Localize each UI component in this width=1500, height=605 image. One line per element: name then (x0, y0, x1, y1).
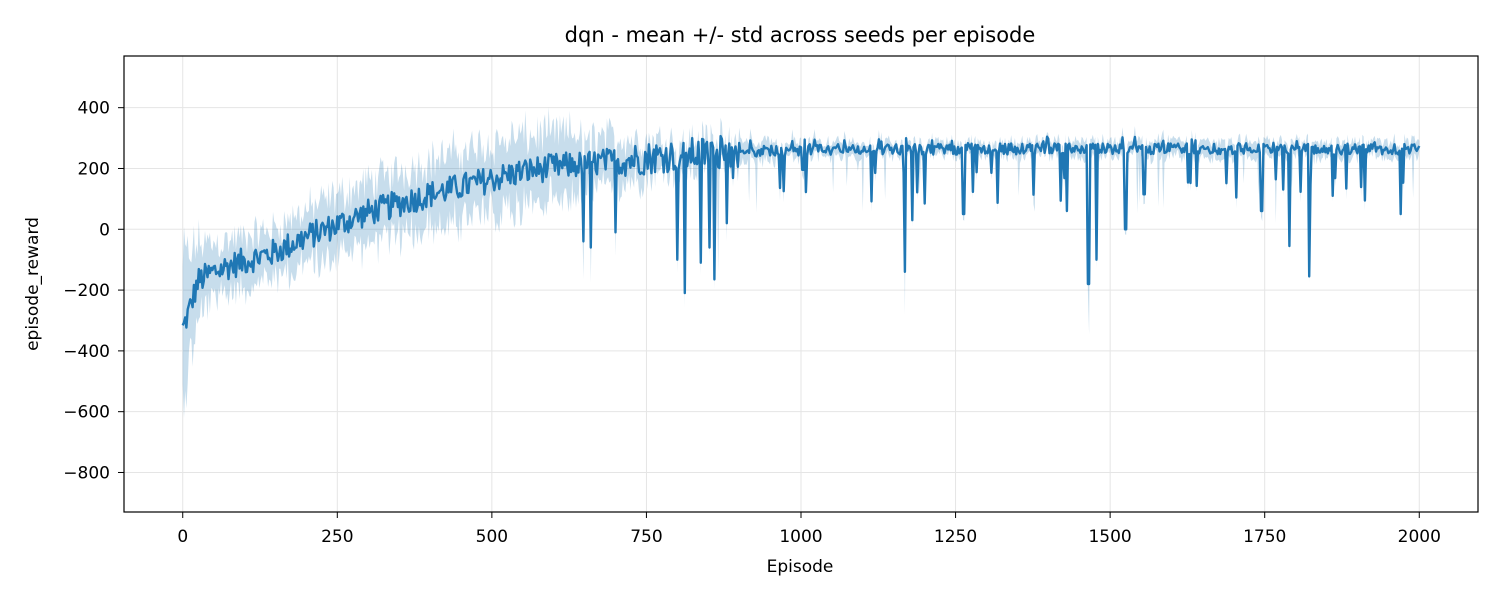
y-tick-label: −600 (63, 403, 110, 423)
x-tick-label: 1250 (934, 527, 977, 547)
x-tick-label: 250 (321, 527, 353, 547)
mean-line (181, 134, 1421, 329)
std-band-layer (182, 107, 1420, 418)
y-tick-label: 200 (78, 159, 110, 179)
x-tick-label: 1000 (779, 527, 822, 547)
chart-title: dqn - mean +/- std across seeds per epis… (565, 23, 1036, 47)
mean-line-layer (181, 134, 1421, 329)
x-tick-label: 750 (630, 527, 662, 547)
x-axis-title: Episode (767, 557, 834, 577)
y-tick-label: −200 (63, 281, 110, 301)
y-axis-ticks: −800 −600 −400 −200 0 200 400 (63, 99, 124, 483)
y-axis-title: episode_reward (23, 217, 43, 351)
y-tick-label: −400 (63, 342, 110, 362)
x-tick-label: 1750 (1243, 527, 1286, 547)
std-band (182, 107, 1420, 418)
y-tick-label: 0 (99, 220, 110, 240)
x-tick-label: 1500 (1088, 527, 1131, 547)
y-tick-label: −800 (63, 463, 110, 483)
x-axis-ticks: 0 250 500 750 1000 1250 1500 1750 2000 (177, 512, 1441, 547)
x-tick-label: 2000 (1398, 527, 1441, 547)
x-tick-label: 0 (177, 527, 188, 547)
y-tick-label: 400 (78, 99, 110, 119)
x-tick-label: 500 (476, 527, 508, 547)
